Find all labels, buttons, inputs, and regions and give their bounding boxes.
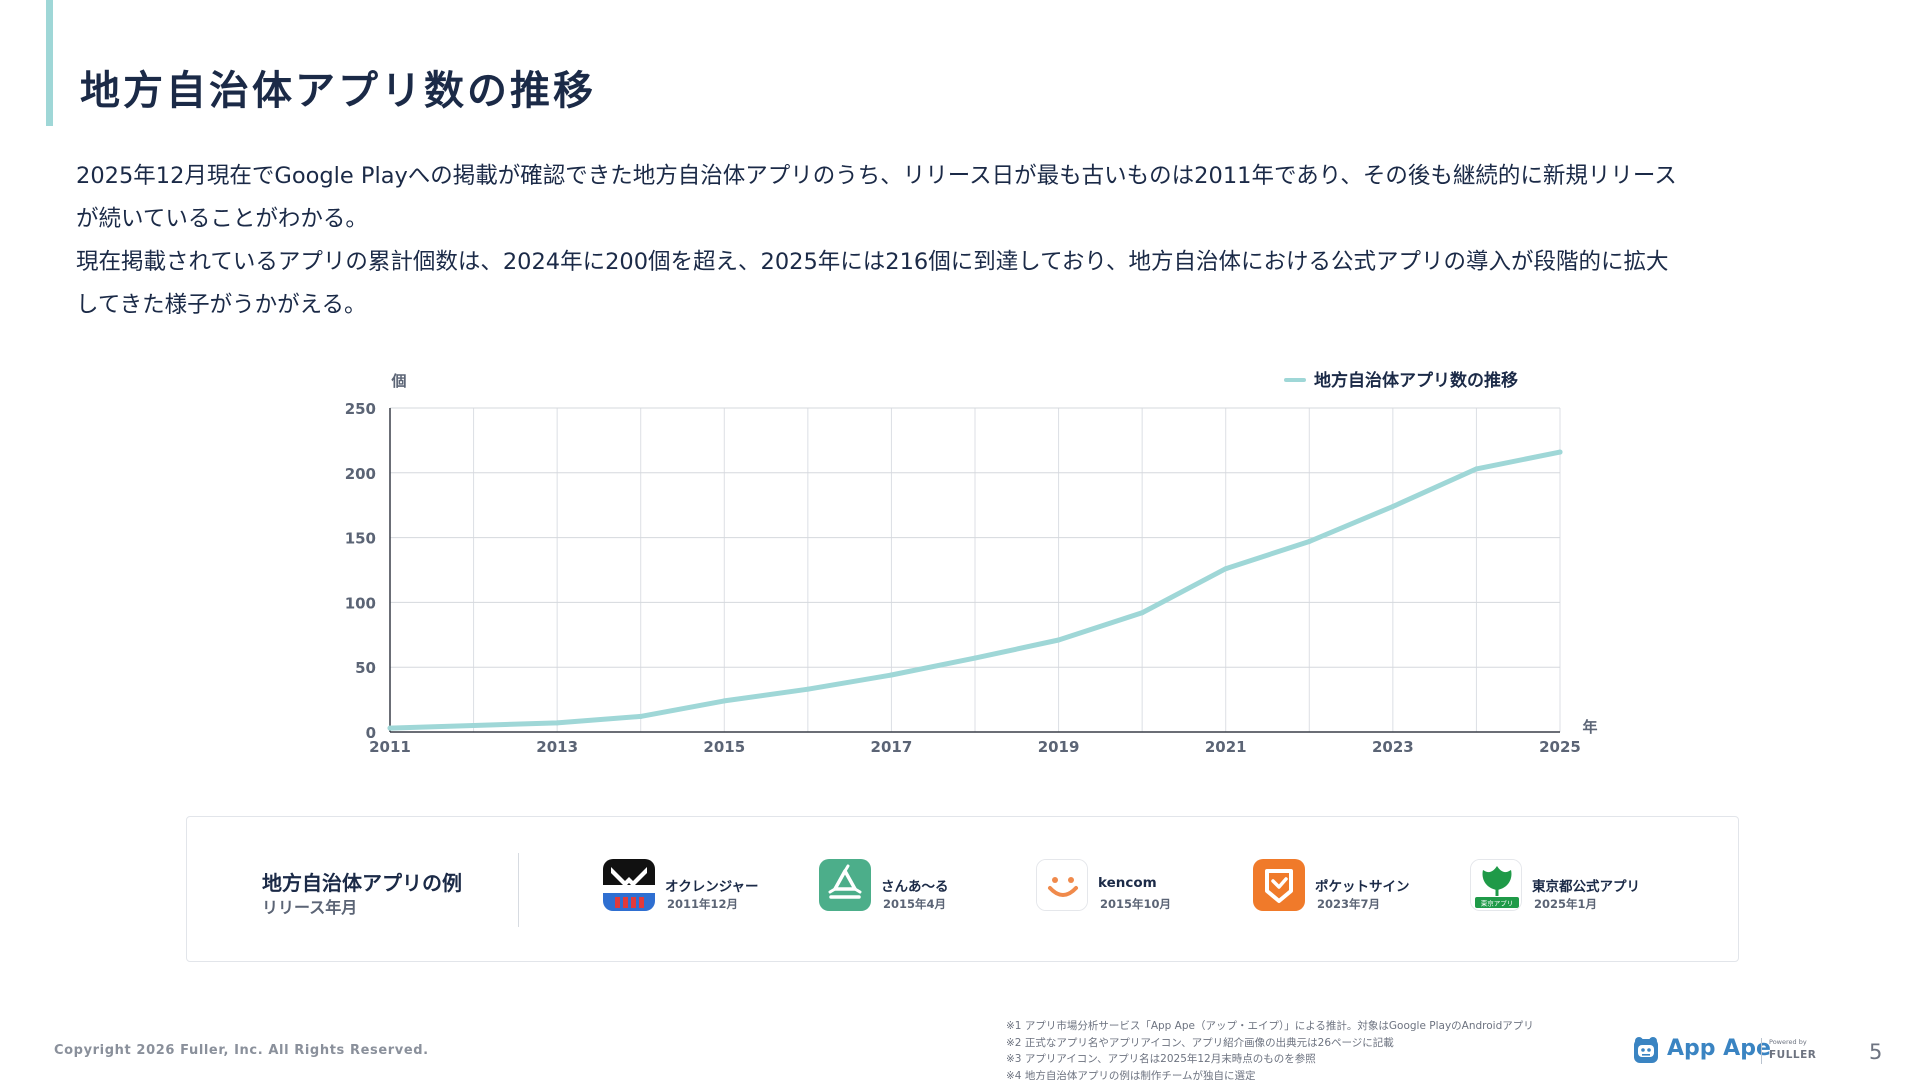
y-tick-label: 50 [355,659,376,677]
data-point [1223,566,1229,572]
footnote: ※3 アプリアイコン、アプリ名は2025年12月末時点のものを参照 [1006,1053,1316,1065]
data-point [554,720,560,726]
ginkgo-icon: 東京アプリ [1470,859,1522,911]
data-point [387,725,393,731]
app-examples-card: 地方自治体アプリの例 リリース年月 オクレンジャー 2011年12月 [186,816,1739,962]
y-tick-label: 250 [345,400,376,418]
horizontal-gridlines [390,407,1560,668]
app-release-date: 2023年7月 [1317,897,1381,911]
app-name: さんあ〜る [881,879,949,895]
app-release-date: 2011年12月 [667,897,739,911]
vertical-gridlines [389,408,1561,732]
app-name: オクレンジャー [665,879,759,895]
app-name: 東京都公式アプリ [1532,879,1640,895]
data-point [1056,637,1062,643]
data-point [1473,466,1479,472]
app-example-sanaru: さんあ〜る 2015年4月 [819,859,1029,919]
x-tick-label: 2021 [1205,738,1247,756]
app-ape-logo: App Ape Powered by FULLER [1633,1033,1828,1069]
footnote: ※2 正式なアプリ名やアプリアイコン、アプリ紹介画像の出典元は26ページに記載 [1006,1036,1394,1049]
legend-label: 地方自治体アプリ数の推移 [1314,370,1518,391]
y-tick-labels: 0 50 100 150 200 250 [345,400,376,742]
app-release-date: 2025年1月 [1534,897,1598,911]
divider [518,853,519,927]
description-line: が続いていることがわかる。 [76,206,368,232]
footnotes: ※1 アプリ市場分析サービス「App Ape（アップ・エイプ）」による推計。対象… [1006,1018,1534,1080]
y-tick-label: 100 [345,594,376,612]
data-point [1390,503,1396,509]
data-point [1306,538,1312,544]
x-tick-label: 2023 [1372,738,1414,756]
data-point [1557,449,1563,455]
y-tick-label: 200 [345,465,376,483]
x-tick-label: 2017 [871,738,913,756]
smile-icon [1036,859,1088,911]
recycle-icon [819,859,871,911]
x-axis-label: 年 [1582,718,1597,736]
app-release-date: 2015年4月 [883,897,947,911]
x-tick-label: 2015 [703,738,745,756]
app-release-date: 2015年10月 [1100,897,1172,911]
powered-by-text: Powered by [1769,1038,1807,1046]
data-point [888,672,894,678]
examples-title: 地方自治体アプリの例 [262,871,462,895]
y-tick-label: 0 [366,724,376,742]
x-tick-label: 2011 [369,738,411,756]
brand-separator [1761,1038,1762,1064]
description-line: 現在掲載されているアプリの累計個数は、2024年に200個を超え、2025年には… [76,249,1669,275]
title-accent-bar [46,0,53,126]
copyright: Copyright 2026 Fuller, Inc. All Rights R… [54,1043,429,1058]
data-point [721,698,727,704]
x-tick-label: 2013 [536,738,578,756]
data-point [638,713,644,719]
brand-name: App Ape [1667,1036,1771,1061]
description-line: 2025年12月現在でGoogle Playへの掲載が確認できた地方自治体アプリ… [76,163,1677,189]
y-axis-label: 個 [390,372,406,390]
app-example-tokyo: 東京アプリ 東京都公式アプリ 2025年1月 [1470,859,1680,919]
description: 2025年12月現在でGoogle Playへの掲載が確認できた地方自治体アプリ… [76,155,1796,327]
data-point [805,686,811,692]
x-tick-label: 2019 [1038,738,1080,756]
line-chart: 0 50 100 150 200 250 2011 2013 2015 2017 2019 2021… [345,370,1598,756]
app-example-okuranger: オクレンジャー 2011年12月 [603,859,813,919]
examples-subtitle: リリース年月 [262,898,358,917]
footnote: ※1 アプリ市場分析サービス「App Ape（アップ・エイプ）」による推計。対象… [1006,1020,1534,1032]
data-point [471,723,477,729]
app-ape-icon [1634,1037,1658,1063]
x-tick-label: 2025 [1539,738,1581,756]
series-points [387,449,1563,731]
pocketsign-icon [1253,859,1305,911]
page-title: 地方自治体アプリ数の推移 [80,68,596,114]
footnote: ※4 地方自治体アプリの例は制作チームが独自に選定 [1006,1069,1256,1080]
data-point [972,655,978,661]
axes [389,408,1560,733]
okuranger-icon [603,859,655,911]
description-line: してきた様子がうかがえる。 [76,292,367,318]
app-example-kencom: kencom 2015年10月 [1036,859,1246,919]
app-name: ポケットサイン [1315,879,1410,895]
app-name: kencom [1098,875,1157,891]
app-example-pocketsign: ポケットサイン 2023年7月 [1253,859,1463,919]
series-line [387,449,1563,731]
x-tick-labels: 2011 2013 2015 2017 2019 2021 2023 2025 [369,738,1581,756]
icon-caption: 東京アプリ [1481,899,1514,908]
y-tick-label: 150 [345,530,376,548]
fuller-logo-text: FULLER [1769,1049,1817,1061]
data-point [1139,610,1145,616]
page-number: 5 [1869,1040,1883,1064]
